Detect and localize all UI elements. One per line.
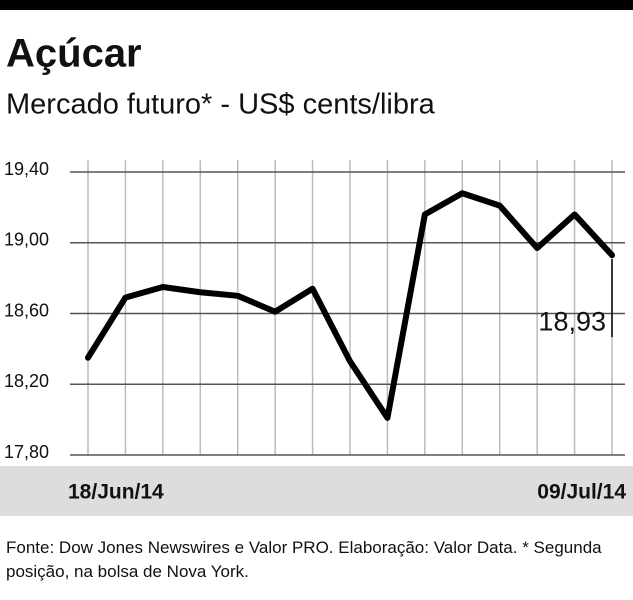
line	[85, 190, 615, 421]
x-axis-band	[0, 466, 633, 516]
y-tick-label: 18,60	[4, 300, 49, 320]
x-tick-label: 09/Jul/14	[537, 481, 626, 504]
chart-subtitle: Mercado futuro* - US$ cents/libra	[6, 89, 436, 121]
source-note: Fonte: Dow Jones Newswires e Valor PRO. …	[6, 538, 602, 581]
y-tick-label: 17,80	[4, 442, 49, 462]
top-bar	[0, 0, 633, 10]
y-tick-label: 19,00	[4, 230, 49, 250]
y-tick-label: 18,20	[4, 371, 49, 391]
value-label: 18,93	[538, 306, 606, 336]
y-tick-label: 19,40	[4, 159, 49, 179]
x-tick-label: 18/Jun/14	[68, 481, 164, 504]
chart-title: Açúcar	[6, 32, 142, 76]
